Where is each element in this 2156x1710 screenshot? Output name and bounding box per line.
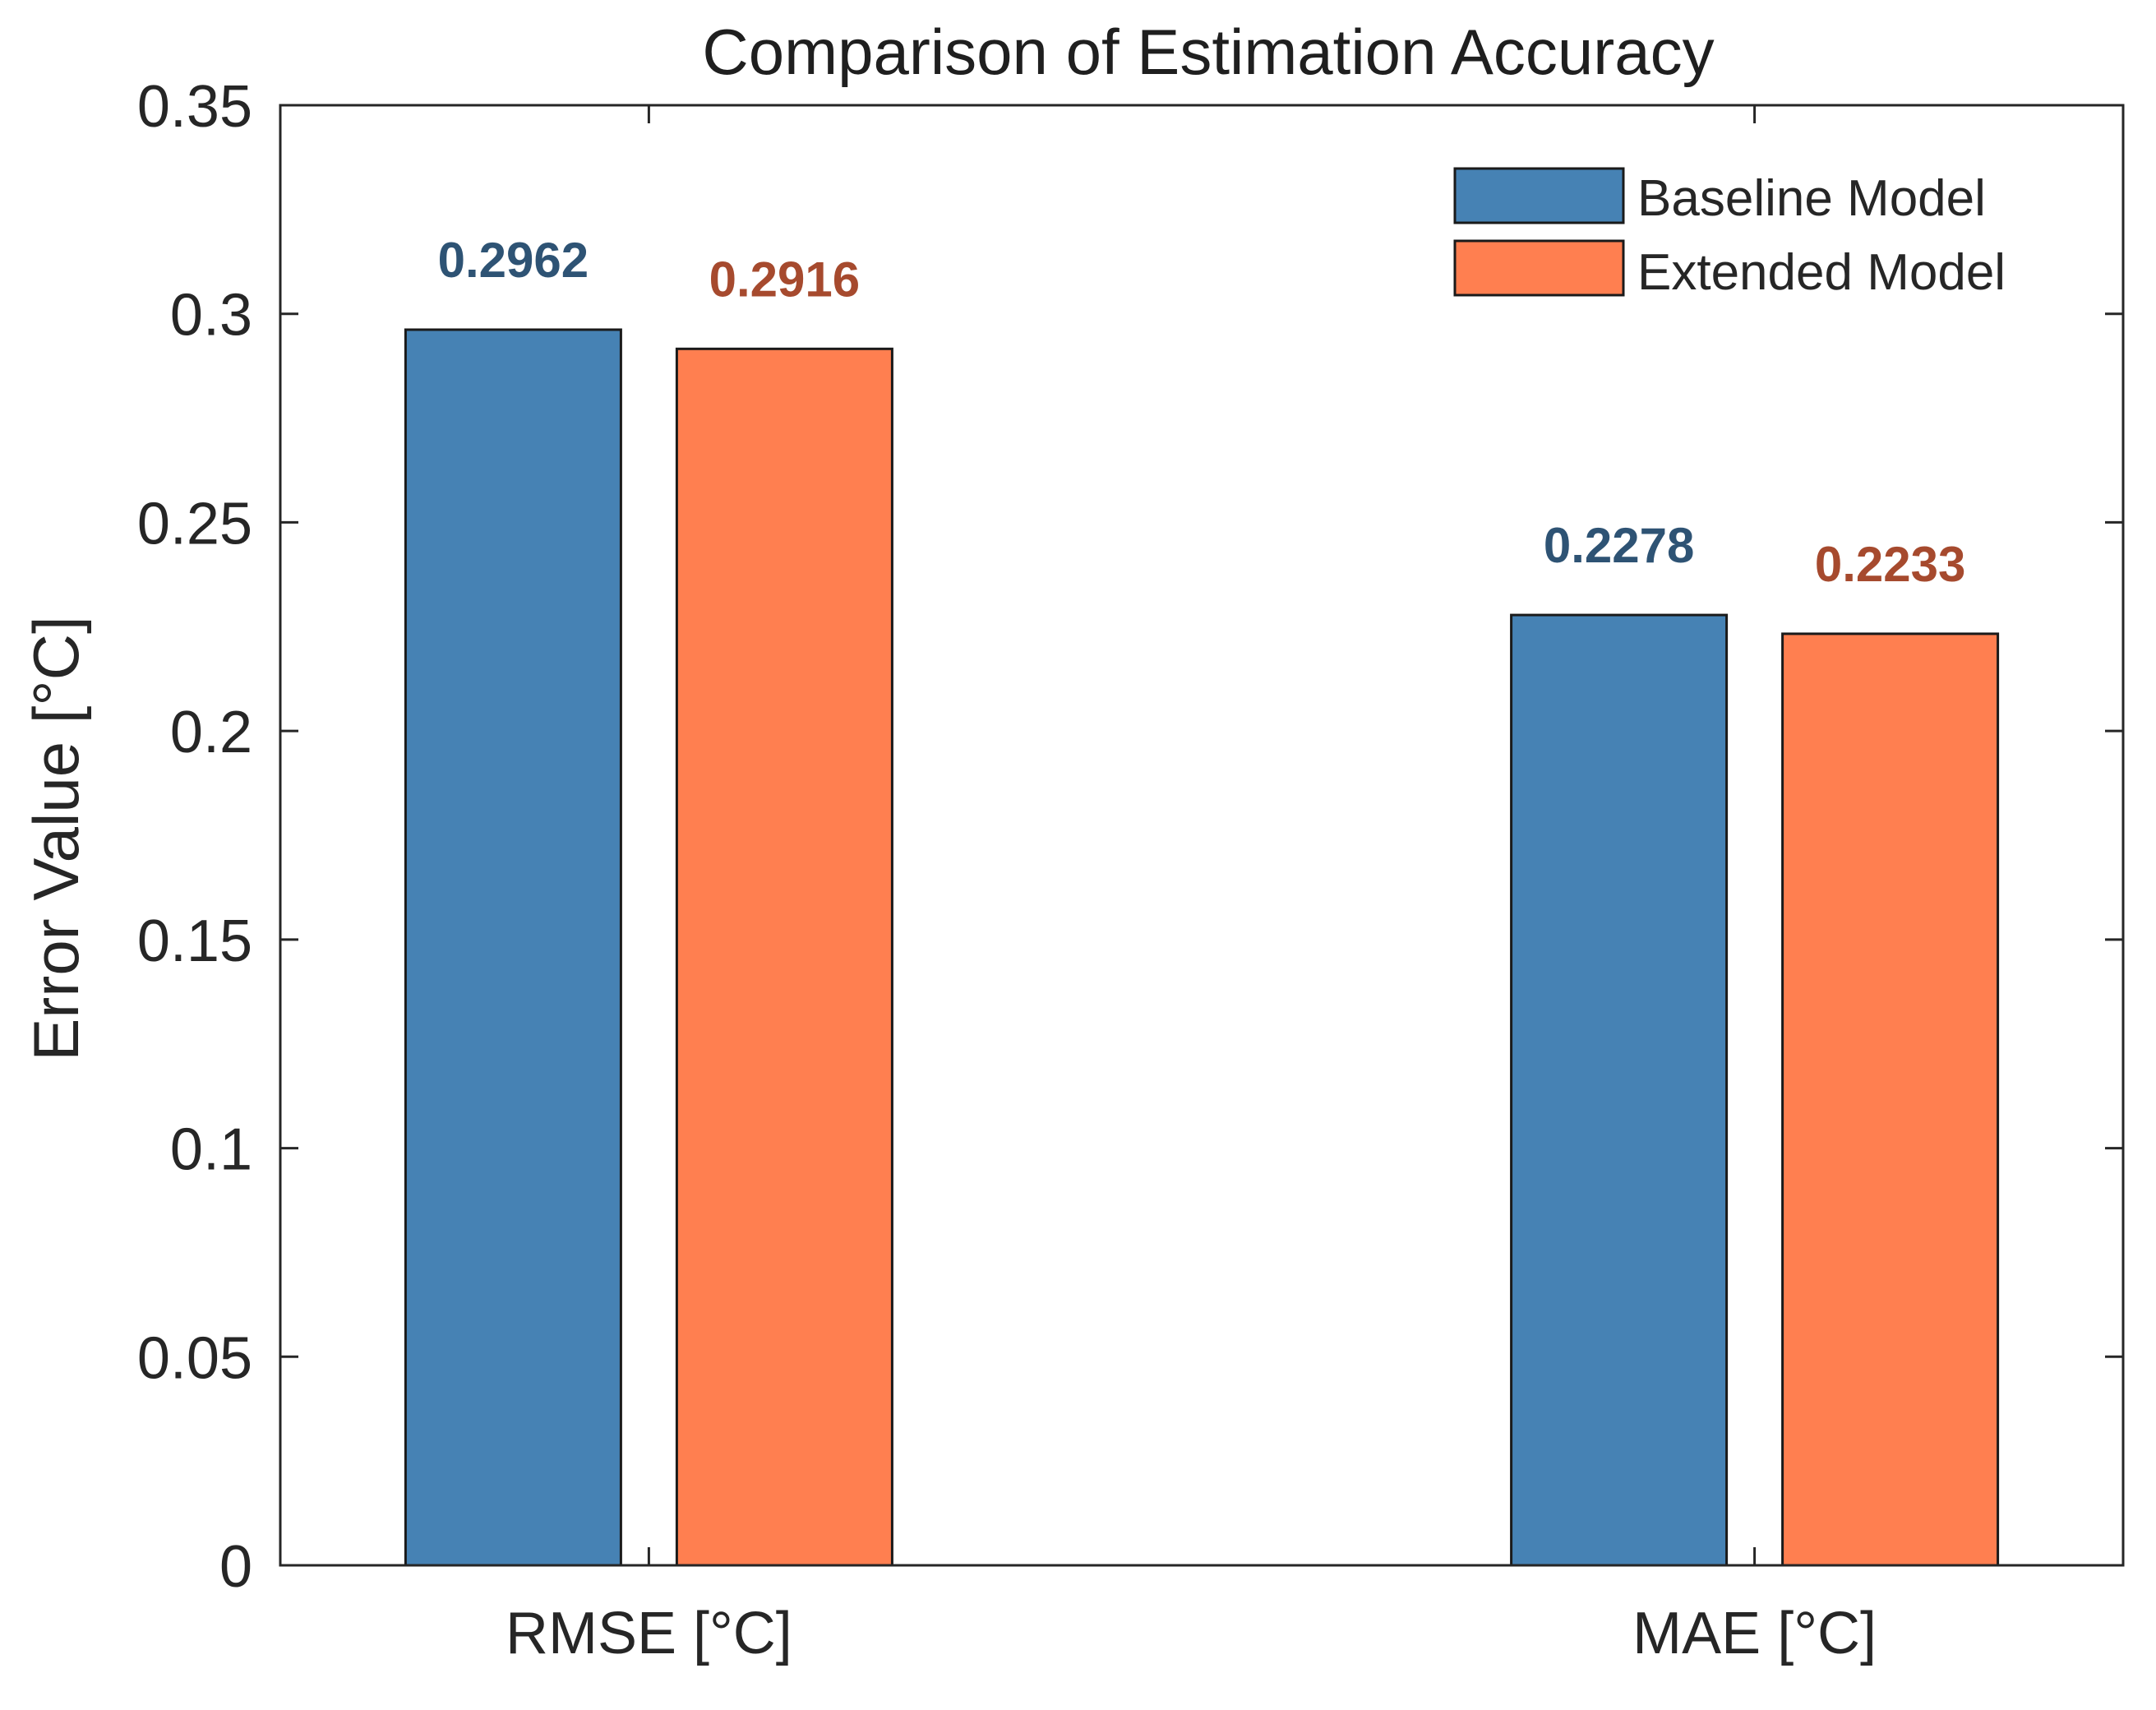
bar-extended-0 (675, 347, 893, 1567)
legend-swatch-baseline (1453, 167, 1625, 224)
legend-swatch-extended (1453, 239, 1625, 297)
data-labels-layer: 0.2962 0.2278 0.2916 0.2233 (438, 233, 1966, 592)
y-tick-label: 0.15 (137, 908, 252, 974)
y-tick-label: 0.3 (170, 283, 252, 349)
chart-title: Comparison of Estimation Accuracy (702, 16, 1714, 88)
y-tick-label: 0.05 (137, 1325, 252, 1391)
bar-baseline-0 (404, 328, 622, 1567)
y-axis-label: Error Value [°C] (20, 616, 92, 1061)
legend-label-baseline: Baseline Model (1637, 170, 1986, 227)
bars-layer (404, 328, 2000, 1567)
y-tick-label: 0.1 (170, 1117, 252, 1183)
bar-baseline-1 (1510, 613, 1729, 1567)
y-tick-label: 0.2 (170, 700, 252, 765)
x-tick-label: RMSE [°C] (506, 1601, 792, 1666)
y-tick-label: 0.25 (137, 491, 252, 557)
x-tick-label: MAE [°C] (1632, 1601, 1877, 1666)
legend-label-extended: Extended Model (1637, 244, 2006, 301)
data-label-baseline-0: 0.2962 (438, 233, 589, 288)
ticks-layer: 0 0.05 0.1 0.15 0.2 0.25 0.3 0.35 RMSE [°C] MAE [… (137, 74, 2123, 1666)
y-tick-label: 0 (219, 1534, 252, 1600)
data-label-extended-1: 0.2233 (1815, 537, 1966, 592)
data-label-baseline-1: 0.2278 (1544, 518, 1695, 573)
data-label-extended-0: 0.2916 (709, 252, 861, 307)
bar-extended-1 (1781, 632, 2000, 1567)
legend: Baseline Model Extended Model (1453, 160, 2055, 304)
plot-area-frame (279, 104, 2125, 1567)
y-tick-label: 0.35 (137, 74, 252, 140)
